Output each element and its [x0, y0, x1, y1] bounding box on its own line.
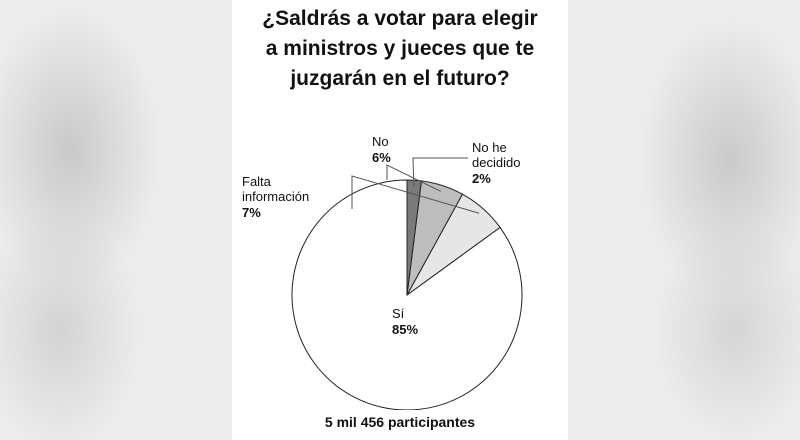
infographic-panel: ¿Saldrás a votar para elegir a ministros… — [232, 0, 568, 440]
slice-value-falta-informacion: 7% — [242, 205, 261, 220]
pie-slice-si — [291, 179, 523, 410]
slice-label-si: Sí 85% — [392, 306, 418, 337]
leader-line-no-he-decidido — [412, 157, 468, 187]
leader-line-falta-informacion — [351, 175, 480, 214]
slice-label-line: No — [372, 134, 389, 149]
leader-line-no — [386, 164, 441, 192]
pie-chart: Sí 85% Falta información 7% No 6% No he decidido… — [242, 134, 523, 410]
pie-slice-no-he-decidido — [406, 179, 422, 296]
slice-value-no-he-decidido: 2% — [472, 171, 491, 186]
chart-title: ¿Saldrás a votar para elegir a ministros… — [262, 7, 538, 90]
slice-label-line: Sí — [392, 306, 405, 321]
slice-label-line: información — [242, 189, 309, 204]
slice-label-no-he-decidido: No he decidido 2% — [472, 140, 520, 186]
slice-label-line: decidido — [472, 155, 520, 170]
slice-label-no: No 6% — [372, 134, 391, 165]
slice-label-line: Falta — [242, 174, 272, 189]
slice-label-line: No he — [472, 140, 507, 155]
participants-count: 5 mil 456 participantes — [324, 414, 476, 430]
slice-value-si: 85% — [392, 322, 418, 337]
slice-label-falta-informacion: Falta información 7% — [242, 174, 309, 220]
slice-value-no: 6% — [372, 150, 391, 165]
